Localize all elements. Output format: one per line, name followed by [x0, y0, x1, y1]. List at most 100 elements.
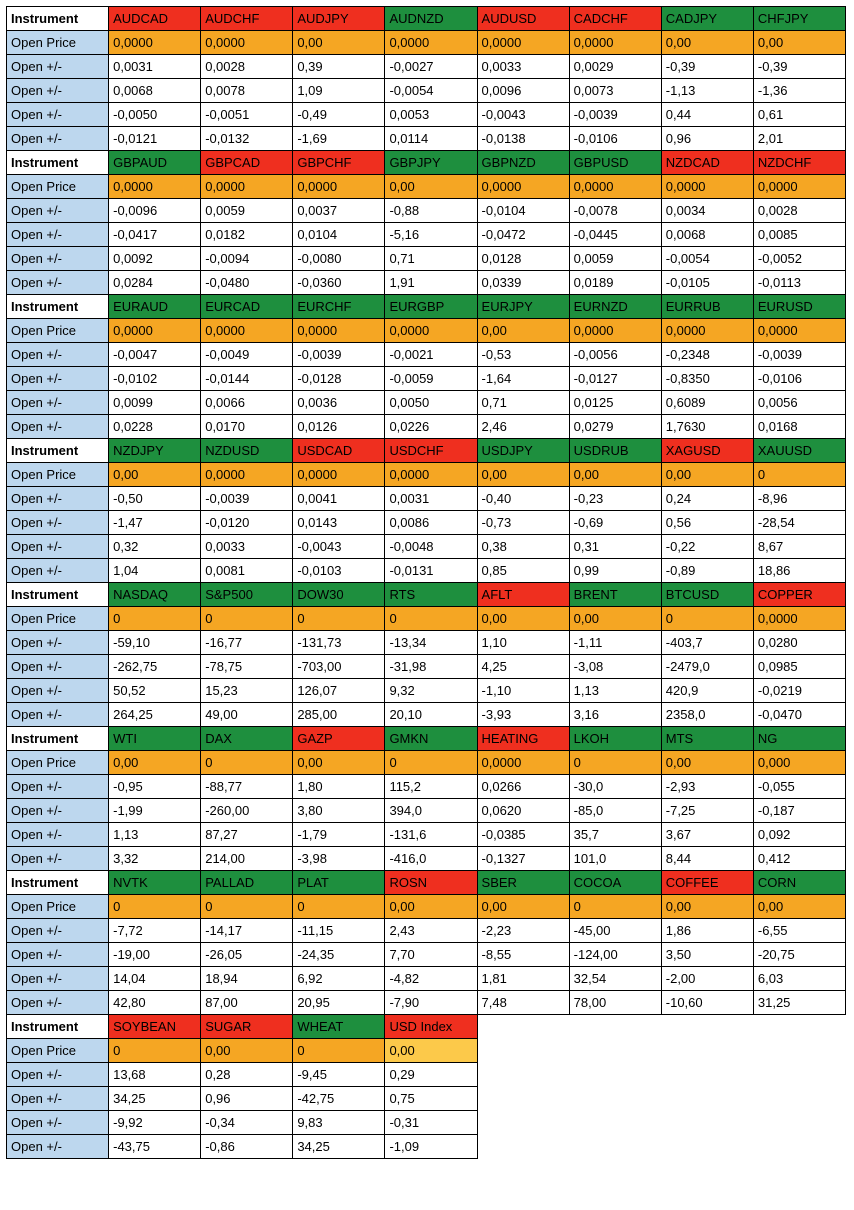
- open-pm-cell: 1,91: [385, 271, 477, 295]
- row-label-instrument: Instrument: [7, 1015, 109, 1039]
- instrument-header: CHFJPY: [753, 7, 845, 31]
- open-price-cell: 0,00: [201, 1039, 293, 1063]
- open-pm-cell: -0,31: [385, 1111, 477, 1135]
- row-label-instrument: Instrument: [7, 727, 109, 751]
- open-price-cell: 0: [293, 607, 385, 631]
- row-label-open-pm: Open +/-: [7, 991, 109, 1015]
- instrument-header: NZDCHF: [753, 151, 845, 175]
- open-pm-cell: 50,52: [109, 679, 201, 703]
- open-pm-cell: 42,80: [109, 991, 201, 1015]
- open-pm-cell: -59,10: [109, 631, 201, 655]
- open-pm-cell: -0,0043: [477, 103, 569, 127]
- open-price-cell: 0,00: [661, 895, 753, 919]
- open-pm-cell: 0,96: [201, 1087, 293, 1111]
- open-pm-cell: -28,54: [753, 511, 845, 535]
- open-price-cell: 0: [753, 463, 845, 487]
- row-label-open-pm: Open +/-: [7, 223, 109, 247]
- open-pm-cell: 0,0114: [385, 127, 477, 151]
- open-pm-cell: 0,31: [569, 535, 661, 559]
- open-pm-cell: 13,68: [109, 1063, 201, 1087]
- open-pm-cell: 0,32: [109, 535, 201, 559]
- open-price-cell: 0,0000: [293, 463, 385, 487]
- open-pm-cell: 20,95: [293, 991, 385, 1015]
- instrument-header: SBER: [477, 871, 569, 895]
- open-pm-cell: -14,17: [201, 919, 293, 943]
- open-pm-cell: 2,01: [753, 127, 845, 151]
- open-pm-cell: -0,0051: [201, 103, 293, 127]
- open-price-cell: 0,00: [477, 607, 569, 631]
- open-pm-cell: -262,75: [109, 655, 201, 679]
- row-label-open-price: Open Price: [7, 1039, 109, 1063]
- open-pm-cell: -0,0048: [385, 535, 477, 559]
- open-pm-cell: -0,39: [753, 55, 845, 79]
- open-pm-cell: -16,77: [201, 631, 293, 655]
- open-price-cell: 0,0000: [385, 31, 477, 55]
- instrument-header: AUDCAD: [109, 7, 201, 31]
- open-pm-cell: 0,0053: [385, 103, 477, 127]
- open-pm-cell: -0,50: [109, 487, 201, 511]
- open-pm-cell: -3,98: [293, 847, 385, 871]
- open-price-cell: 0,0000: [753, 175, 845, 199]
- open-pm-cell: 2,46: [477, 415, 569, 439]
- row-label-open-pm: Open +/-: [7, 103, 109, 127]
- open-pm-cell: -0,0049: [201, 343, 293, 367]
- open-pm-cell: 0,0041: [293, 487, 385, 511]
- open-pm-cell: -416,0: [385, 847, 477, 871]
- open-pm-cell: -9,92: [109, 1111, 201, 1135]
- instrument-header: USDCAD: [293, 439, 385, 463]
- open-pm-cell: 3,50: [661, 943, 753, 967]
- open-pm-cell: -0,0131: [385, 559, 477, 583]
- open-pm-cell: 3,67: [661, 823, 753, 847]
- open-pm-cell: -0,0047: [109, 343, 201, 367]
- open-pm-cell: -2,23: [477, 919, 569, 943]
- open-pm-cell: -403,7: [661, 631, 753, 655]
- open-pm-cell: 8,67: [753, 535, 845, 559]
- open-pm-cell: -0,0059: [385, 367, 477, 391]
- open-pm-cell: -0,0043: [293, 535, 385, 559]
- instrument-header: CADCHF: [569, 7, 661, 31]
- open-pm-cell: 0,0081: [201, 559, 293, 583]
- row-label-instrument: Instrument: [7, 295, 109, 319]
- open-pm-cell: 15,23: [201, 679, 293, 703]
- open-price-cell: 0: [201, 895, 293, 919]
- instrument-header: EURUSD: [753, 295, 845, 319]
- open-pm-cell: -0,40: [477, 487, 569, 511]
- open-price-cell: 0,0000: [385, 463, 477, 487]
- open-pm-cell: 9,83: [293, 1111, 385, 1135]
- open-pm-cell: 101,0: [569, 847, 661, 871]
- open-price-cell: 0,0000: [201, 319, 293, 343]
- open-pm-cell: 20,10: [385, 703, 477, 727]
- open-pm-cell: 0,0099: [109, 391, 201, 415]
- open-pm-cell: -0,95: [109, 775, 201, 799]
- row-label-open-pm: Open +/-: [7, 559, 109, 583]
- open-pm-cell: 1,13: [109, 823, 201, 847]
- open-pm-cell: -0,0417: [109, 223, 201, 247]
- instrument-header: USDCHF: [385, 439, 477, 463]
- instrument-header: EURCHF: [293, 295, 385, 319]
- row-label-instrument: Instrument: [7, 583, 109, 607]
- open-pm-cell: 0,0092: [109, 247, 201, 271]
- open-pm-cell: -0,0039: [569, 103, 661, 127]
- open-pm-cell: 0,0125: [569, 391, 661, 415]
- open-pm-cell: 0,96: [661, 127, 753, 151]
- open-pm-cell: 0,0028: [753, 199, 845, 223]
- row-label-instrument: Instrument: [7, 871, 109, 895]
- row-label-open-price: Open Price: [7, 175, 109, 199]
- instrument-header: WTI: [109, 727, 201, 751]
- open-pm-cell: -20,75: [753, 943, 845, 967]
- open-pm-cell: 0,0279: [569, 415, 661, 439]
- open-pm-cell: 0,0059: [569, 247, 661, 271]
- open-pm-cell: 0,6089: [661, 391, 753, 415]
- row-label-open-pm: Open +/-: [7, 367, 109, 391]
- open-pm-cell: 0,0033: [201, 535, 293, 559]
- open-pm-cell: 87,00: [201, 991, 293, 1015]
- open-pm-cell: -1,09: [385, 1135, 477, 1159]
- open-pm-cell: 0,75: [385, 1087, 477, 1111]
- instrument-header: GBPCHF: [293, 151, 385, 175]
- instrument-header: EURAUD: [109, 295, 201, 319]
- row-label-open-pm: Open +/-: [7, 799, 109, 823]
- open-pm-cell: 0,0339: [477, 271, 569, 295]
- open-pm-cell: -13,34: [385, 631, 477, 655]
- open-pm-cell: -0,49: [293, 103, 385, 127]
- instrument-header: CADJPY: [661, 7, 753, 31]
